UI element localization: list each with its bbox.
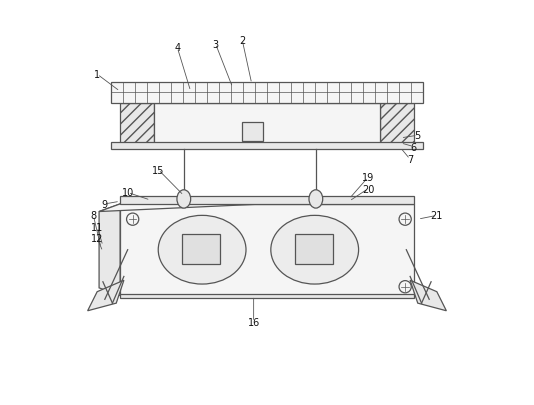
Polygon shape (99, 205, 120, 296)
Text: 11: 11 (91, 222, 103, 232)
Text: 7: 7 (407, 155, 413, 165)
Circle shape (399, 281, 411, 293)
Bar (120, 104, 154, 143)
Text: 6: 6 (411, 142, 417, 152)
Text: 20: 20 (362, 184, 374, 194)
Circle shape (127, 213, 139, 226)
Bar (182, 234, 221, 264)
Text: 8: 8 (90, 211, 97, 221)
Polygon shape (88, 281, 124, 311)
Circle shape (399, 213, 411, 226)
Bar (120, 205, 414, 296)
Ellipse shape (177, 190, 191, 209)
Text: 5: 5 (414, 131, 421, 141)
Bar (295, 234, 333, 264)
Text: 4: 4 (174, 43, 180, 53)
Polygon shape (99, 198, 414, 212)
Bar (120, 196, 414, 205)
Bar (111, 142, 423, 149)
Ellipse shape (158, 216, 246, 284)
Bar (120, 294, 414, 298)
Text: 21: 21 (430, 211, 443, 221)
Bar (380, 104, 414, 143)
Text: 1: 1 (94, 70, 100, 80)
Polygon shape (410, 281, 446, 311)
Bar (242, 123, 263, 142)
Ellipse shape (271, 216, 359, 284)
Text: 10: 10 (122, 188, 134, 198)
Text: 9: 9 (102, 199, 108, 209)
Text: 12: 12 (91, 234, 104, 244)
Ellipse shape (309, 190, 323, 209)
Text: 3: 3 (213, 40, 218, 49)
Text: 15: 15 (152, 165, 164, 175)
Text: 19: 19 (362, 173, 374, 183)
Text: 2: 2 (239, 36, 245, 46)
Bar (154, 104, 380, 143)
Text: 16: 16 (248, 318, 260, 327)
Bar (111, 83, 423, 104)
